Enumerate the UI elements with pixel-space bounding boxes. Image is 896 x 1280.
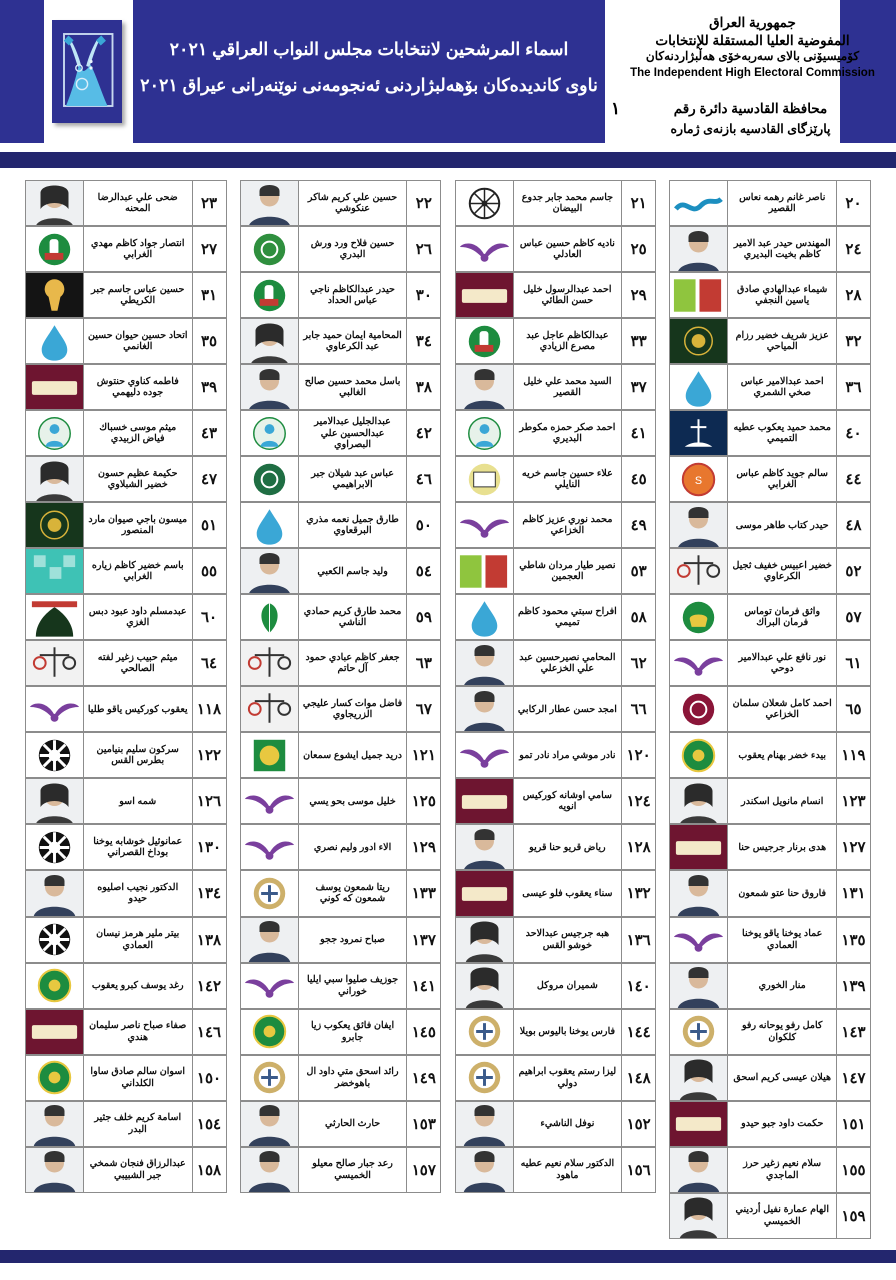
- svg-text:S: S: [695, 475, 702, 487]
